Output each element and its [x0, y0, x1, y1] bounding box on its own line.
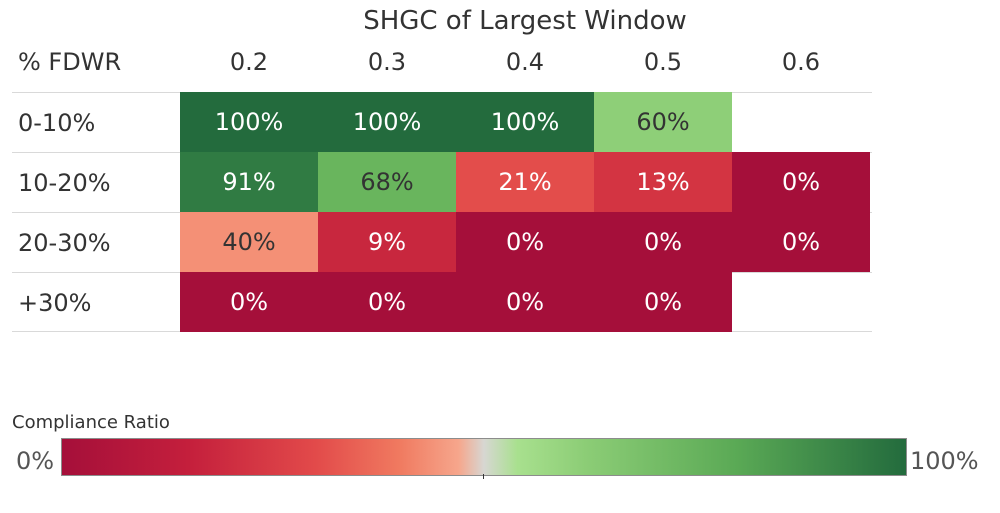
- row-label: 20-30%: [18, 229, 111, 257]
- heatmap-cell: 21%: [456, 152, 594, 212]
- heatmap-cell: 68%: [318, 152, 456, 212]
- legend-midpoint-tick: [483, 474, 484, 479]
- heatmap-cell: 0%: [456, 272, 594, 332]
- legend-color-bar: [61, 438, 907, 476]
- column-header: 0.6: [781, 48, 821, 76]
- column-header: 0.2: [229, 48, 269, 76]
- row-axis-title: % FDWR: [18, 48, 122, 76]
- row-label: 10-20%: [18, 169, 111, 197]
- legend-title: Compliance Ratio: [12, 412, 170, 433]
- heatmap-cell: 100%: [180, 92, 318, 152]
- heatmap-cell: 100%: [456, 92, 594, 152]
- row-label: 0-10%: [18, 109, 96, 137]
- column-header: 0.3: [367, 48, 407, 76]
- heatmap-cell: 40%: [180, 212, 318, 272]
- column-axis-title: SHGC of Largest Window: [363, 6, 687, 36]
- heatmap-grid: 0-10% 100% 100% 100% 60% 10-20% 91% 68% 21% 13% 0%…: [12, 92, 872, 332]
- heatmap-cell: 9%: [318, 212, 456, 272]
- heatmap-cell: 0%: [180, 272, 318, 332]
- heatmap-cell: 0%: [732, 152, 870, 212]
- heatmap-row: 20-30% 40% 9% 0% 0% 0%: [12, 212, 872, 272]
- heatmap-cell: 0%: [594, 212, 732, 272]
- heatmap-cell: 100%: [318, 92, 456, 152]
- heatmap-row: 0-10% 100% 100% 100% 60%: [12, 92, 872, 152]
- heatmap-cell: 0%: [318, 272, 456, 332]
- legend-max-label: 100%: [910, 447, 979, 475]
- column-header: 0.5: [643, 48, 683, 76]
- heatmap-cell: 91%: [180, 152, 318, 212]
- column-header: 0.4: [505, 48, 545, 76]
- heatmap-row: 10-20% 91% 68% 21% 13% 0%: [12, 152, 872, 212]
- heatmap-cell: 13%: [594, 152, 732, 212]
- heatmap-cell: 60%: [594, 92, 732, 152]
- heatmap-cell: 0%: [456, 212, 594, 272]
- heatmap-row: +30% 0% 0% 0% 0%: [12, 272, 872, 332]
- heatmap-cell: 0%: [594, 272, 732, 332]
- legend-min-label: 0%: [16, 447, 55, 475]
- row-label: +30%: [18, 289, 92, 317]
- heatmap-cell: 0%: [732, 212, 870, 272]
